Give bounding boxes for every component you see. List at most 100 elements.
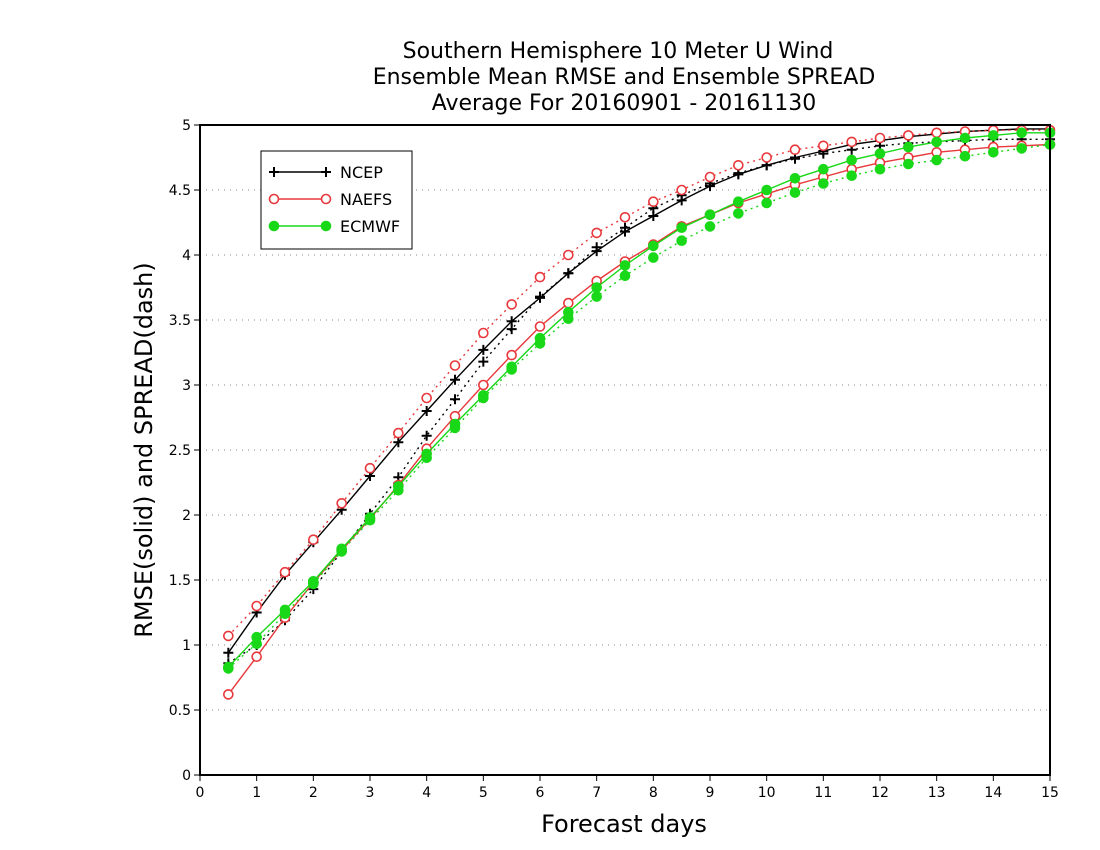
- ecmwf-spread-point: [733, 208, 744, 219]
- naefs-spread-point: [364, 462, 376, 474]
- ncep-spread-point: [421, 430, 432, 441]
- naefs-spread-point: [534, 271, 546, 283]
- x-tick-label: 9: [706, 785, 715, 801]
- ecmwf-rmse-point: [959, 132, 971, 144]
- naefs-spread-point: [591, 227, 602, 239]
- ecmwf-spread-point: [789, 187, 801, 198]
- ncep-rmse-point: [591, 246, 602, 257]
- ecmwf-spread-point: [846, 170, 857, 181]
- ecmwf-spread-point: [761, 197, 772, 209]
- ncep-legend-marker: [321, 167, 331, 177]
- x-tick-label: 1: [252, 785, 261, 801]
- title-line-1: Southern Hemisphere 10 Meter U Wind: [403, 39, 834, 64]
- ncep-legend-label: NCEP: [340, 163, 383, 182]
- x-tick-label: 12: [871, 785, 889, 801]
- ecmwf-rmse-point: [279, 604, 291, 616]
- ecmwf-rmse-point: [733, 196, 744, 207]
- y-tick-label: 4: [182, 248, 191, 264]
- ecmwf-spread-point: [591, 291, 602, 302]
- naefs-spread-point: [223, 630, 234, 642]
- y-tick-label: 4.5: [169, 183, 191, 199]
- naefs-spread-point: [478, 327, 489, 339]
- naefs-rmse-point: [223, 689, 234, 700]
- naefs-spread-point: [761, 152, 772, 163]
- ncep-rmse-point: [223, 647, 234, 658]
- naefs-legend-marker: [268, 193, 280, 205]
- legend: NCEP NAEFS ECMWF: [260, 150, 413, 250]
- ecmwf-rmse-point: [704, 209, 716, 220]
- x-tick-label: 2: [309, 785, 318, 801]
- x-tick-label: 15: [1041, 785, 1059, 801]
- y-tick-label: 3.5: [169, 313, 191, 329]
- ecmwf-rmse-point: [789, 173, 801, 184]
- naefs-spread-point: [903, 130, 914, 141]
- ncep-rmse-point: [705, 181, 715, 192]
- x-tick-label: 6: [536, 785, 545, 801]
- ecmwf-spread-point: [931, 154, 942, 166]
- y-tick-label: 1: [182, 638, 191, 654]
- x-axis-label: Forecast days: [541, 810, 707, 838]
- ecmwf-spread-point: [676, 235, 687, 246]
- x-tick-label: 5: [479, 785, 488, 801]
- ecmwf-spread-point: [874, 163, 886, 175]
- ncep-rmse-point: [535, 292, 545, 303]
- x-tick-label: 7: [592, 785, 601, 801]
- y-tick-label: 5: [182, 118, 191, 134]
- naefs-spread-point: [931, 127, 942, 139]
- ecmwf-rmse-point: [761, 184, 772, 196]
- ecmwf-rmse-point: [931, 136, 942, 148]
- y-tick-label: 0.5: [169, 703, 191, 719]
- ncep-rmse-point: [648, 211, 659, 221]
- ecmwf-legend-marker: [268, 220, 280, 232]
- ncep-rmse-point: [450, 374, 460, 385]
- legend-box: [260, 150, 413, 250]
- x-tick-label: 10: [758, 785, 776, 801]
- naefs-rmse-point: [506, 349, 517, 361]
- ecmwf-spread-point: [959, 150, 971, 162]
- naefs-spread-point: [846, 136, 857, 148]
- y-tick-label: 2: [182, 508, 191, 524]
- naefs-rmse-point: [251, 651, 262, 663]
- ecmwf-rmse-point: [478, 390, 489, 401]
- naefs-rmse-point: [563, 297, 574, 309]
- series-layer: [223, 123, 1056, 700]
- y-tick-label: 1.5: [169, 573, 191, 589]
- naefs-legend-label: NAEFS: [340, 190, 392, 209]
- ncep-rmse-point: [676, 195, 687, 206]
- x-tick-label: 14: [984, 785, 1002, 801]
- ecmwf-rmse-point: [449, 418, 461, 430]
- ecmwf-series: [223, 127, 1056, 674]
- ncep-rmse-point: [506, 316, 517, 327]
- naefs-spread-point: [733, 160, 744, 171]
- ecmwf-spread-point: [648, 252, 659, 263]
- ncep-rmse-point: [733, 169, 744, 180]
- y-axis-label: RMSE(solid) and SPREAD(dash): [130, 262, 158, 638]
- ncep-rmse-point: [478, 344, 489, 355]
- ncep-rmse-point: [393, 437, 404, 448]
- y-tick-label: 2.5: [169, 443, 191, 459]
- naefs-spread-point: [449, 360, 461, 371]
- y-tick-label: 3: [182, 378, 191, 394]
- y-tick-label: 0: [182, 768, 191, 784]
- x-tick-label: 0: [196, 785, 205, 801]
- ncep-rmse-point: [620, 226, 630, 237]
- ecmwf-rmse-point: [591, 282, 602, 293]
- naefs-spread-point: [279, 566, 291, 578]
- x-tick-label: 4: [422, 785, 431, 801]
- ecmwf-rmse-point: [648, 240, 659, 252]
- naefs-spread-point: [308, 534, 319, 546]
- ecmwf-rmse-point: [846, 154, 857, 166]
- ecmwf-legend-label: ECMWF: [340, 217, 400, 236]
- ecmwf-rmse-point: [308, 576, 319, 587]
- title-line-3: Average For 20160901 - 20161130: [432, 91, 817, 116]
- naefs-spread-point: [874, 132, 886, 144]
- ecmwf-legend-marker: [320, 220, 332, 232]
- ecmwf-spread-point: [704, 221, 716, 232]
- naefs-spread-point: [393, 427, 404, 439]
- naefs-spread-point: [251, 600, 262, 612]
- ecmwf-rmse-point: [534, 332, 546, 344]
- y-grid: [200, 189, 1050, 711]
- naefs-legend-marker: [320, 193, 332, 205]
- x-tick-label: 3: [366, 785, 375, 801]
